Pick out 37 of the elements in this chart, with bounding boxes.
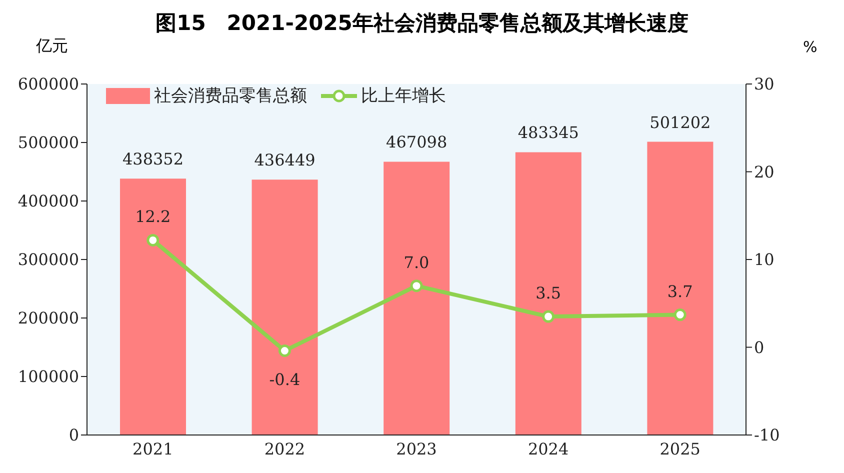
data-label: 467098 (386, 132, 448, 152)
point (146, 234, 160, 246)
point (278, 344, 291, 358)
legend-label: 社会消费品零售总额 (153, 85, 307, 107)
legend-label: 比上年增长 (360, 85, 446, 107)
x-tick-label: 2022 (264, 439, 306, 458)
y2-tick-label: 30 (754, 74, 774, 94)
x-tick-label: 2021 (132, 439, 174, 458)
point (542, 310, 555, 323)
data-label: 3.7 (667, 282, 693, 301)
y2-tick-label: 10 (754, 250, 774, 270)
x-tick-label: 2023 (396, 439, 437, 458)
y2-axis-title: % (803, 38, 818, 56)
y-tick-label: 300000 (18, 250, 79, 270)
data-label: 483345 (518, 123, 579, 142)
x-tick-label: 2024 (528, 439, 569, 458)
chart-title: 图15 2021-2025年社会消费品零售总额及其增长速度 (156, 11, 688, 35)
data-label: 436449 (254, 150, 316, 170)
data-label: 438352 (122, 150, 184, 169)
point (674, 308, 686, 322)
y-axis-title: 亿元 (36, 36, 68, 57)
y-tick-label: 0 (68, 426, 79, 445)
y2-tick-label: 0 (754, 338, 764, 357)
y-tick-label: 100000 (18, 367, 79, 386)
y2-tick-label: -10 (754, 426, 780, 445)
data-label: 7.0 (404, 252, 430, 272)
data-label: 501202 (650, 112, 711, 132)
data-label: -0.4 (269, 370, 300, 389)
y-tick-label: 400000 (18, 192, 79, 211)
y-tick-label: 600000 (18, 74, 79, 94)
x-tick-label: 2025 (660, 439, 700, 458)
y-tick-label: 500000 (18, 133, 79, 152)
y-tick-label: 200000 (18, 308, 79, 328)
data-label: 3.5 (536, 284, 562, 303)
data-label: 12.2 (135, 207, 171, 226)
point (410, 280, 423, 292)
y2-tick-label: 20 (754, 162, 774, 182)
